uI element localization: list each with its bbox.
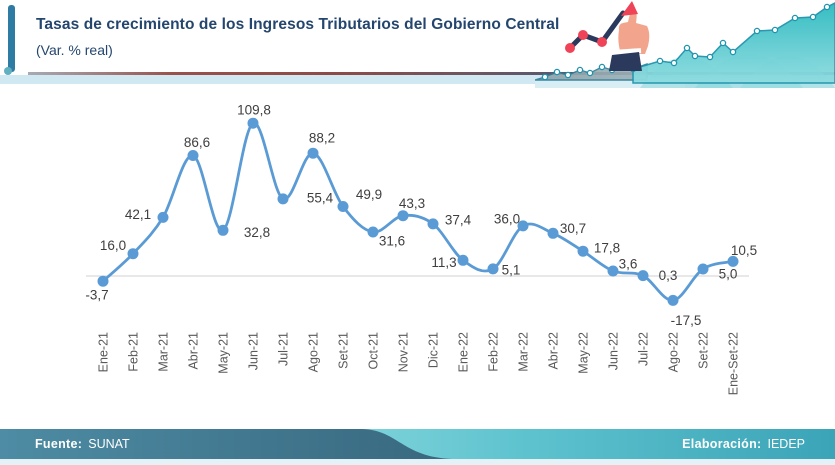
hand-pointer-icon [609,8,650,71]
data-label: 5,1 [502,262,521,277]
data-point [187,150,199,161]
data-point [637,270,649,282]
x-tick-label: Abr-21 [187,332,201,370]
data-label: 10,5 [731,243,757,258]
header-band [0,75,835,84]
data-label: 17,8 [594,241,620,256]
data-point [97,275,109,287]
arrow-up-icon [621,1,638,16]
data-point [547,227,559,239]
data-point [337,201,349,212]
data-point [577,245,589,257]
x-tick-label: Ago-22 [667,332,681,372]
data-label: 16,0 [100,238,126,253]
data-point [157,211,169,223]
data-label: 36,0 [494,211,520,226]
x-tick-label: Abr-22 [547,332,561,370]
x-tick-label: Set-21 [337,332,351,369]
data-label: -17,5 [671,313,702,328]
x-tick-label: Feb-22 [487,332,501,372]
page-title: Tasas de crecimiento de los Ingresos Tri… [36,16,560,33]
x-tick-label: Jul-21 [277,332,291,366]
data-point [217,224,229,236]
x-tick-label: Ene-Set-22 [727,332,741,395]
trend-line-icon [565,10,626,53]
x-tick-label: Oct-21 [367,332,381,370]
header-divider [28,72,835,75]
data-label: 0,3 [659,268,678,283]
x-tick-label: Jul-22 [637,332,651,366]
data-point [727,255,739,267]
source-value: SUNAT [88,437,130,451]
accent-dot [4,67,12,75]
data-label: 11,3 [431,255,456,270]
data-point [607,265,619,277]
data-point [667,294,679,306]
x-tick-label: Jun-21 [247,332,261,370]
data-label: 30,7 [560,221,586,236]
x-tick-label: Ene-21 [97,332,111,372]
data-point [457,254,469,266]
data-point [127,248,139,260]
data-label: 5,0 [719,267,738,282]
data-point [397,210,409,222]
data-label: 37,4 [445,212,472,227]
data-label: 31,6 [379,234,405,249]
area-chart-icon [535,2,835,88]
x-tick-label: Ene-22 [457,332,471,372]
source-label: Fuente: [35,437,83,451]
data-point [367,226,379,238]
page-subtitle: (Var. % real) [36,42,113,58]
footer: Fuente: SUNAT Elaboración: IEDEP [0,429,835,459]
source-credit: Fuente: SUNAT [35,429,130,459]
data-label: 49,9 [356,187,382,202]
data-label: 88,2 [309,131,335,146]
x-tick-label: Mar-21 [157,332,171,372]
data-point [247,117,259,129]
data-point [277,193,289,205]
title-accent-bar [8,5,15,72]
decorative-trend-graphic [535,1,835,88]
footer-wave-shape [0,429,452,459]
elaboration-value: IEDEP [767,437,805,451]
x-tick-label: Mar-22 [517,332,531,372]
data-point [427,218,439,230]
x-tick-label: Feb-21 [127,332,141,372]
data-label: 55,4 [307,190,334,205]
data-label: 3,6 [619,257,638,272]
data-label: -3,7 [85,288,108,303]
x-tick-label: Dic-21 [427,332,441,368]
x-tick-label: Ago-21 [307,332,321,372]
data-point [487,263,499,275]
data-point [697,263,709,275]
elaboration-credit: Elaboración: IEDEP [682,429,805,459]
data-label: 42,1 [125,207,151,222]
data-label: 43,3 [399,196,425,211]
data-point [307,147,319,159]
data-point [517,220,529,232]
x-tick-label: May-22 [577,332,591,374]
x-tick-label: May-21 [217,332,231,374]
decor-base-strip-left [535,79,695,88]
elaboration-label: Elaboración: [682,437,762,451]
x-tick-label: Set-22 [697,332,711,369]
footer-bottom-strip [0,459,835,465]
x-tick-label: Nov-21 [397,332,411,372]
data-label: 86,6 [184,135,210,150]
data-label: 32,8 [244,225,270,240]
x-tick-label: Jun-22 [607,332,621,370]
data-label: 109,8 [237,103,271,118]
